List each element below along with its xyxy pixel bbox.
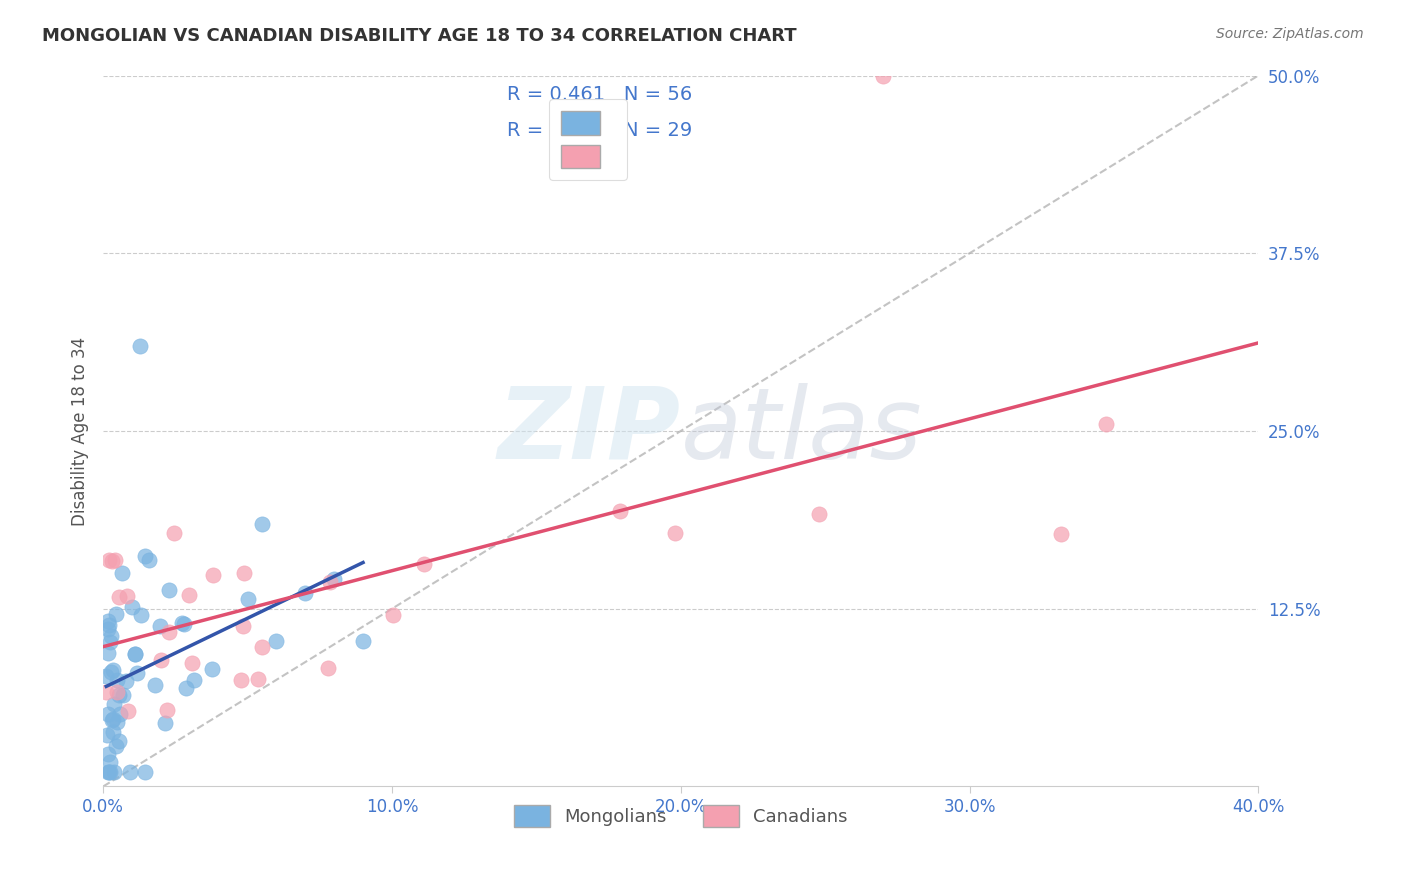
Point xyxy=(97,646,120,660)
Point xyxy=(153,715,176,730)
Point xyxy=(150,652,173,666)
Point xyxy=(266,633,288,648)
Point xyxy=(97,622,120,636)
Point xyxy=(105,673,128,688)
Text: MONGOLIAN VS CANADIAN DISABILITY AGE 18 TO 34 CORRELATION CHART: MONGOLIAN VS CANADIAN DISABILITY AGE 18 … xyxy=(42,27,797,45)
Point xyxy=(98,553,121,567)
Point xyxy=(108,734,131,748)
Point xyxy=(97,615,120,629)
Point xyxy=(609,504,631,518)
Point xyxy=(117,589,139,603)
Point xyxy=(97,747,120,761)
Point xyxy=(96,669,118,683)
Point xyxy=(96,685,118,699)
Point xyxy=(143,678,166,692)
Point xyxy=(381,608,404,623)
Point xyxy=(183,673,205,687)
Point xyxy=(120,765,142,780)
Point xyxy=(163,525,186,540)
Point xyxy=(101,554,124,568)
Point xyxy=(808,508,831,522)
Point xyxy=(98,765,121,780)
Point xyxy=(202,567,225,582)
Point xyxy=(201,662,224,676)
Text: atlas: atlas xyxy=(681,383,922,480)
Point xyxy=(664,525,686,540)
Point xyxy=(316,661,339,675)
Text: ZIP: ZIP xyxy=(498,383,681,480)
Point xyxy=(105,685,128,699)
Point xyxy=(100,629,122,643)
Point xyxy=(294,586,316,600)
Point xyxy=(98,635,121,649)
Point xyxy=(412,557,434,571)
Point xyxy=(108,590,131,604)
Point xyxy=(101,663,124,677)
Point xyxy=(111,566,134,581)
Point xyxy=(129,608,152,623)
Point xyxy=(172,615,194,630)
Point xyxy=(98,755,121,769)
Point xyxy=(134,549,156,564)
Point xyxy=(232,618,254,632)
Point xyxy=(105,715,128,730)
Point xyxy=(1050,527,1073,541)
Point xyxy=(247,672,270,686)
Legend: Mongolians, Canadians: Mongolians, Canadians xyxy=(506,797,855,834)
Point xyxy=(124,647,146,661)
Point xyxy=(98,765,121,780)
Point xyxy=(101,713,124,727)
Point xyxy=(174,681,197,695)
Point xyxy=(108,688,131,702)
Point xyxy=(157,624,180,639)
Point xyxy=(233,566,256,581)
Text: R = 0.531   N = 29: R = 0.531 N = 29 xyxy=(508,121,693,140)
Point xyxy=(250,516,273,531)
Point xyxy=(319,574,342,589)
Point xyxy=(105,607,128,621)
Point xyxy=(134,765,156,780)
Point xyxy=(352,633,374,648)
Point xyxy=(104,739,127,753)
Point xyxy=(173,617,195,632)
Point xyxy=(115,673,138,688)
Point xyxy=(100,665,122,680)
Point xyxy=(117,705,139,719)
Point xyxy=(236,592,259,607)
Point xyxy=(149,619,172,633)
Point xyxy=(124,648,146,662)
Point xyxy=(156,703,179,717)
Point xyxy=(252,640,274,654)
Point xyxy=(1094,417,1116,432)
Point xyxy=(97,706,120,721)
Text: Source: ZipAtlas.com: Source: ZipAtlas.com xyxy=(1216,27,1364,41)
Point xyxy=(110,706,132,721)
Point xyxy=(127,665,149,680)
Point xyxy=(98,617,121,632)
Point xyxy=(872,69,894,83)
Point xyxy=(323,572,346,586)
Point xyxy=(103,697,125,711)
Y-axis label: Disability Age 18 to 34: Disability Age 18 to 34 xyxy=(72,336,89,525)
Point xyxy=(129,339,152,353)
Point xyxy=(121,600,143,615)
Point xyxy=(112,688,135,702)
Point xyxy=(104,553,127,567)
Point xyxy=(101,725,124,739)
Point xyxy=(101,712,124,726)
Point xyxy=(229,673,252,687)
Point xyxy=(138,553,160,567)
Point xyxy=(157,582,180,597)
Point xyxy=(181,656,204,670)
Point xyxy=(179,587,201,601)
Point xyxy=(96,728,118,742)
Point xyxy=(97,765,120,780)
Point xyxy=(103,765,125,780)
Text: R = 0.461   N = 56: R = 0.461 N = 56 xyxy=(508,86,693,104)
